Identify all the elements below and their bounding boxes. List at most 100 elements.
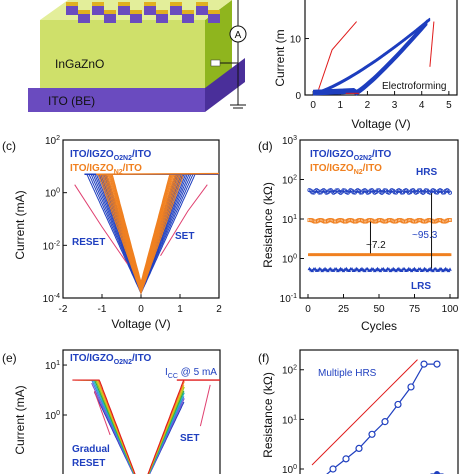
x-tick-label: 4 [419, 100, 425, 111]
panel-f-ylabel: Resistance (kΩ) [261, 372, 275, 458]
panel-c-label: (c) [2, 139, 16, 153]
lrs-n2-point [393, 253, 397, 257]
electrode-pillar-top [78, 10, 90, 14]
lrs-n2-point [415, 253, 419, 257]
panel-f-note: Multiple HRS [318, 368, 377, 379]
panel-f-ticks: 100 101 102 [282, 365, 304, 474]
lrs-n2-point [315, 253, 318, 257]
lrs-n2-point [357, 253, 361, 257]
lrs-n2-point [427, 253, 431, 257]
x-tick-label: 25 [338, 304, 350, 315]
panel-e-label: (e) [2, 351, 17, 365]
panel-e-legend: ITO/IGZOO2N2/ITO [70, 353, 152, 366]
y-tick-label: 10-1 [280, 293, 297, 305]
panel-c-data [74, 172, 220, 295]
y-tick-label: 101 [282, 214, 297, 226]
electrode-pillar-top [182, 10, 194, 14]
y-tick-label: 102 [282, 365, 297, 377]
y-tick-label: 101 [45, 360, 60, 372]
panel-c-legend2: ITO/IGZON2/ITO [70, 163, 142, 176]
y-tick-label: 100 [282, 254, 297, 266]
y-tick-label: 102 [282, 175, 297, 187]
x-tick-label: 2 [216, 304, 222, 315]
lrs-n2-point [381, 253, 385, 257]
lrs-n2-point [333, 253, 337, 257]
hrs-o2n2-point [317, 190, 322, 195]
lrs-n2-point [379, 253, 382, 257]
lrs-n2-point [435, 253, 439, 257]
hrs-o2n2-point [447, 190, 452, 195]
panel-f-frame [299, 349, 459, 474]
lrs-n2-point [432, 253, 436, 257]
lrs-n2-point [398, 253, 402, 257]
electrode-pillar [66, 5, 78, 15]
panel-b-ylabel: Current (m [273, 29, 287, 86]
y-tick-label: 0 [295, 91, 301, 102]
lrs-n2-point [445, 253, 449, 257]
lrs-n2-point [410, 253, 414, 257]
lrs-n2-point [374, 253, 378, 257]
lrs-n2-point [353, 253, 357, 257]
lrs-n2-point [417, 253, 421, 257]
lrs-n2-point [308, 253, 311, 257]
electrode-pillar [208, 13, 220, 23]
lrs-n2-point [323, 253, 327, 257]
x-tick-label: 1 [177, 304, 183, 315]
lrs-n2-point [371, 253, 375, 257]
lrs-n2-point [414, 253, 418, 257]
x-tick-label: 50 [373, 304, 385, 315]
electrode-pillar-top [104, 10, 116, 14]
hrs-point [420, 360, 428, 368]
panel-e-ticks: 100 101 [45, 360, 67, 422]
y-tick-label: 100 [282, 464, 297, 474]
y-tick-label: 10 [290, 35, 302, 46]
hrs-point [381, 418, 389, 426]
lrs-n2-point [438, 253, 442, 257]
x-tick-label: -1 [98, 304, 107, 315]
panel-b-xlabel: Voltage (V) [351, 117, 410, 131]
hrs-point [433, 360, 441, 368]
trend-arrow [311, 359, 418, 466]
n2-iv-curve [98, 173, 184, 289]
hrs-point [407, 383, 415, 391]
electrode-pillar-top [208, 10, 220, 14]
lrs-n2-point [326, 253, 330, 257]
hrs-n2-point [448, 218, 452, 222]
lrs-n2-point [373, 253, 377, 257]
lrs-n2-point [330, 253, 334, 257]
gradual-reset-curve [72, 379, 185, 474]
panel-e-data [72, 379, 220, 474]
lrs-n2-point [406, 253, 409, 257]
lrs-n2-point [387, 253, 391, 257]
x-tick-label: 75 [409, 304, 421, 315]
lrs-n2-point [336, 253, 340, 257]
lrs-n2-point [386, 253, 389, 257]
panel-c-ticks: -2 -1 0 1 2 10-4 10-2 100 102 [43, 135, 223, 315]
gradual-reset-curve [91, 382, 185, 474]
panel-c-ylabel: Current (mA) [13, 190, 27, 259]
lrs-n2-point [339, 253, 343, 257]
lrs-n2-point [413, 253, 416, 257]
lrs-n2-point [434, 253, 438, 257]
lrs-n2-point [447, 253, 450, 257]
lrs-n2-point [377, 253, 381, 257]
gradual-reset-curve [86, 379, 185, 474]
y-tick-label: 10-4 [43, 293, 60, 305]
lrs-o2n2-point [358, 267, 363, 272]
lrs-n2-point [442, 253, 446, 257]
lrs-n2-point [411, 253, 415, 257]
panel-d-hrs: HRS [416, 167, 437, 178]
lrs-n2-point [322, 253, 326, 257]
panel-c: (c) Current (mA) -2 -1 0 1 2 10-4 10-2 100 102 I… [2, 135, 222, 331]
electrode-pillar-top [130, 10, 142, 14]
lrs-n2-point [444, 253, 448, 257]
panel-e-gradual: Gradual [72, 444, 110, 455]
hrs-o2n2-point [399, 190, 404, 195]
panel-d-label: (d) [258, 139, 273, 153]
lrs-n2-point [403, 253, 406, 257]
lrs-n2-point [423, 253, 426, 257]
y-tick-label: 100 [45, 410, 60, 422]
lrs-n2-point [390, 253, 394, 257]
lrs-n2-point [310, 253, 314, 257]
hrs-point [355, 444, 363, 452]
